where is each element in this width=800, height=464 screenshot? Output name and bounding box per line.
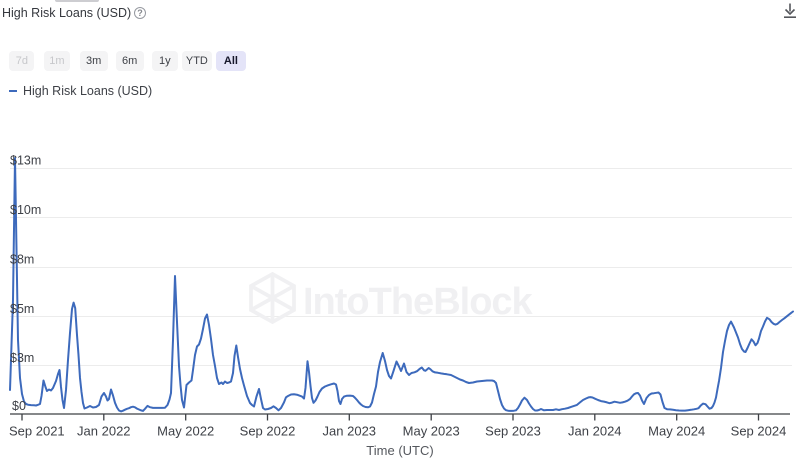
- svg-text:Jan 2022: Jan 2022: [77, 424, 131, 439]
- svg-text:$0: $0: [12, 399, 26, 413]
- svg-text:Jan 2023: Jan 2023: [323, 424, 377, 439]
- svg-text:$8m: $8m: [10, 253, 34, 267]
- svg-text:Jan 2024: Jan 2024: [568, 424, 622, 439]
- svg-text:$10m: $10m: [10, 203, 41, 217]
- svg-text:May 2023: May 2023: [403, 424, 460, 439]
- svg-text:$3m: $3m: [10, 351, 34, 365]
- svg-text:Sep 2022: Sep 2022: [240, 424, 296, 439]
- svg-text:Sep 2024: Sep 2024: [731, 424, 787, 439]
- svg-text:Sep 2023: Sep 2023: [485, 424, 541, 439]
- svg-text:May 2022: May 2022: [157, 424, 214, 439]
- svg-text:IntoTheBlock: IntoTheBlock: [303, 281, 534, 323]
- svg-text:$13m: $13m: [10, 154, 41, 168]
- svg-text:$5m: $5m: [10, 302, 34, 316]
- svg-text:Sep 2021: Sep 2021: [9, 424, 65, 439]
- svg-text:May 2024: May 2024: [648, 424, 705, 439]
- svg-text:Time (UTC): Time (UTC): [366, 443, 433, 458]
